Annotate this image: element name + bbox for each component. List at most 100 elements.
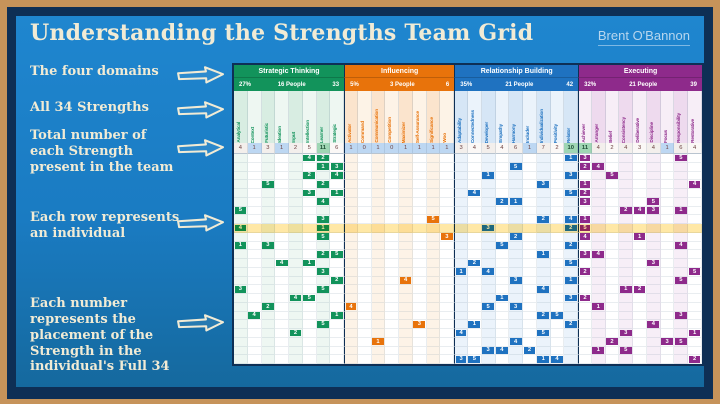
grid-cell: 2 — [330, 276, 345, 286]
grid-cell: 1 — [619, 285, 634, 294]
grid-cell — [385, 337, 400, 347]
grid-cell — [302, 197, 317, 207]
grid-cell — [440, 285, 455, 294]
grid-cell — [481, 329, 496, 338]
grid-cell — [467, 302, 482, 312]
grid-cell — [591, 206, 606, 216]
grid-cell: 2 — [467, 259, 482, 268]
strength-rank-chip: 1 — [496, 294, 508, 302]
grid-cell — [426, 154, 441, 163]
grid-cell — [509, 215, 524, 224]
domain-stats: 27% 16 People 33 — [234, 78, 345, 91]
grid-cell — [330, 329, 345, 338]
grid-cell — [550, 267, 565, 277]
grid-cell — [289, 346, 303, 356]
domain-percent: 5% — [350, 81, 359, 88]
grid-cell — [591, 232, 606, 242]
domain-header: Executing — [578, 65, 702, 78]
grid-cell — [550, 276, 565, 286]
grid-cell: 5 — [674, 337, 689, 347]
grid-cell — [399, 197, 413, 207]
grid-cell — [330, 232, 345, 242]
grid-cell — [481, 355, 496, 364]
column-label-text: Significance — [429, 117, 435, 143]
grid-cell — [385, 197, 400, 207]
strength-rank-chip: 2 — [289, 329, 302, 337]
grid-cell — [523, 241, 537, 251]
grid-cell — [385, 189, 400, 198]
grid-cell — [234, 329, 248, 338]
grid-cell: 3 — [509, 276, 524, 286]
strength-rank-chip: 5 — [674, 338, 687, 345]
grid-cell — [481, 250, 496, 259]
grid-cell — [357, 232, 372, 242]
strength-rank-chip: 2 — [537, 312, 550, 319]
column-label: Belief — [605, 91, 620, 143]
strength-rank-chip: 4 — [647, 320, 660, 328]
grid-cell: 3 — [578, 250, 592, 259]
column-label-text: Arranger — [594, 124, 600, 143]
grid-cell — [646, 267, 661, 277]
grid-cell — [357, 276, 372, 286]
grid-cell — [357, 355, 372, 364]
column-label-text: Activator — [347, 124, 353, 143]
grid-cell: 2 — [619, 206, 634, 216]
grid-cell: 1 — [509, 197, 524, 207]
column-label: Adaptability — [454, 91, 468, 143]
grid-cell — [467, 250, 482, 259]
grid-cell — [399, 162, 413, 172]
grid-cell — [481, 215, 496, 224]
column-label-text: Communication — [374, 109, 380, 143]
column-label-text: Individualization — [539, 108, 545, 143]
grid-cell — [454, 154, 468, 163]
strength-rank-chip: 4 — [303, 154, 316, 162]
grid-cell — [688, 250, 702, 259]
strength-rank-chip: 4 — [234, 224, 247, 232]
grid-cell — [385, 267, 400, 277]
grid-cell: 1 — [578, 215, 592, 224]
grid-cell — [481, 154, 496, 163]
grid-cell — [523, 154, 537, 163]
annotation-number-placement: Each number represents the placement of … — [30, 296, 170, 375]
grid-cell — [550, 302, 565, 312]
grid-cell — [674, 355, 689, 364]
strength-rank-chip: 3 — [579, 250, 591, 258]
grid-cell — [688, 276, 702, 286]
grid-cell: 4 — [646, 320, 661, 329]
strength-rank-chip: 5 — [619, 347, 632, 354]
strength-rank-chip: 1 — [619, 285, 632, 293]
grid-cell — [660, 197, 675, 207]
grid-cell — [371, 206, 386, 216]
grid-cell — [357, 346, 372, 356]
column-label: Discipline — [646, 91, 661, 143]
arrow-icon — [172, 137, 230, 159]
grid-cell — [275, 154, 290, 163]
grid-cell — [454, 337, 468, 347]
grid-cell — [330, 154, 345, 163]
grid-cell: 5 — [619, 346, 634, 356]
grid-cell — [660, 224, 675, 233]
grid-cell — [495, 320, 510, 329]
domain-percent: 27% — [239, 81, 252, 88]
column-label: Strategic — [330, 91, 345, 143]
grid-cell — [591, 189, 606, 198]
grid-cell: 2 — [289, 329, 303, 338]
grid-cell: 2 — [564, 224, 579, 233]
grid-cell — [385, 154, 400, 163]
strength-rank-chip: 3 — [482, 347, 495, 354]
grid-cell — [316, 311, 331, 321]
column-label: Connectedness — [467, 91, 482, 143]
grid-cell — [275, 189, 290, 198]
strength-rank-chip: 3 — [674, 312, 687, 319]
grid-cell — [536, 241, 551, 251]
grid-cell — [467, 154, 482, 163]
column-total: 5 — [302, 143, 317, 154]
grid-cell — [289, 337, 303, 347]
grid-cell — [247, 259, 262, 268]
column-label: Futuristic — [261, 91, 276, 143]
grid-cell — [550, 171, 565, 181]
grid-cell — [261, 250, 276, 259]
grid-cell — [412, 206, 427, 216]
grid-cell — [275, 294, 290, 303]
grid-cell — [454, 180, 468, 189]
